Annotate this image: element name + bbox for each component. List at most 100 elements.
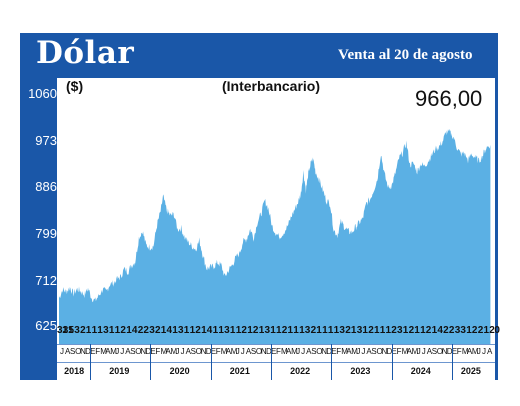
day-tick-label: 1 <box>212 325 219 336</box>
month-tick-label: D <box>145 347 151 356</box>
month-tick-label: S <box>70 347 75 356</box>
day-tick-label: 4 <box>206 325 213 336</box>
chart-note: (Interbancario) <box>222 78 321 94</box>
month-tick-label: J <box>115 347 119 356</box>
month-tick-label: M <box>160 347 168 356</box>
month-tick-label: A <box>185 347 191 356</box>
month-tick-label: O <box>135 347 141 356</box>
day-tick-label: 3 <box>74 325 80 336</box>
month-tick-label: E <box>331 347 337 356</box>
month-tick-label: A <box>105 347 110 356</box>
month-tick-label: A <box>346 347 352 356</box>
month-tick-label: J <box>60 347 64 356</box>
year-separator <box>90 344 92 380</box>
year-label: 2018 <box>64 366 85 376</box>
year-label: 2020 <box>169 366 190 376</box>
day-tick-label: 1 <box>420 325 426 336</box>
day-tick-label: 1 <box>466 325 472 336</box>
month-tick-label: J <box>361 347 365 356</box>
month-tick-label: M <box>170 347 178 356</box>
day-tick-label: 31 <box>57 325 68 336</box>
day-tick-label: 3 <box>103 325 109 336</box>
month-tick-label: A <box>466 347 472 356</box>
y-tick-label: 625 <box>35 318 57 333</box>
month-tick-label: F <box>276 347 281 356</box>
day-tick-label: 2 <box>155 325 161 336</box>
day-tick-label: 3 <box>224 325 230 336</box>
month-tick-label: E <box>90 347 95 356</box>
day-tick-label: 1 <box>258 325 265 336</box>
month-tick-label: E <box>391 347 397 356</box>
day-tick-label: 4 <box>166 325 173 336</box>
day-tick-label: 3 <box>454 325 461 336</box>
month-tick-label: M <box>220 347 228 356</box>
month-tick-label: D <box>446 347 453 356</box>
day-tick-label: 1 <box>91 325 98 336</box>
month-tick-label: E <box>271 347 276 356</box>
month-tick-label: M <box>100 347 107 356</box>
day-tick-label: 1 <box>276 325 282 336</box>
month-tick-label: A <box>487 347 492 356</box>
year-separator <box>150 344 152 380</box>
day-tick-label: 1 <box>108 325 115 336</box>
month-tick-label: F <box>215 347 221 356</box>
day-tick-label: 1 <box>431 325 438 336</box>
month-tick-label: J <box>356 347 360 356</box>
month-tick-label: M <box>291 347 298 356</box>
day-tick-label: 3 <box>264 325 271 336</box>
month-tick-label: A <box>306 347 311 356</box>
y-tick-label: 973 <box>35 133 57 148</box>
year-label: 2025 <box>460 366 481 376</box>
month-tick-label: J <box>235 347 240 356</box>
month-tick-label: M <box>461 347 469 356</box>
month-tick-label: S <box>311 347 316 356</box>
month-tick-label: N <box>321 347 327 356</box>
month-tick-label: N <box>381 347 388 356</box>
day-tick-label: 2 <box>368 325 374 336</box>
month-tick-label: S <box>130 347 136 356</box>
month-tick-label: F <box>336 347 341 356</box>
day-tick-label: 2 <box>477 325 484 336</box>
day-tick-label: 3 <box>397 325 403 336</box>
month-tick-label: A <box>125 347 131 356</box>
month-tick-label: J <box>296 347 300 356</box>
day-tick-label: 1 <box>189 325 196 336</box>
day-tick-label: 3 <box>339 325 345 336</box>
month-band <box>57 344 495 363</box>
month-tick-label: O <box>436 347 443 356</box>
year-label: 2022 <box>290 366 311 376</box>
month-tick-label: J <box>301 347 305 356</box>
day-tick-label: 4 <box>437 325 443 336</box>
day-tick-label: 2 <box>80 325 86 336</box>
month-tick-label: F <box>456 347 462 356</box>
month-tick-label: M <box>471 347 479 356</box>
y-tick-label: 712 <box>35 273 57 288</box>
day-tick-label: 2 <box>408 325 415 336</box>
day-tick-label: 4 <box>131 325 138 336</box>
month-tick-label: O <box>376 347 383 356</box>
month-tick-label: M <box>110 347 117 356</box>
month-tick-label: J <box>120 347 124 356</box>
day-tick-label: 1 <box>172 325 178 336</box>
year-label: 2023 <box>350 366 371 376</box>
month-tick-label: S <box>371 347 377 356</box>
year-label: 2019 <box>109 366 130 376</box>
month-tick-label: D <box>266 347 272 356</box>
day-tick-label: 2 <box>281 325 288 336</box>
month-tick-label: D <box>205 347 212 356</box>
month-tick-label: S <box>431 347 437 356</box>
day-tick-label: 1 <box>126 325 132 336</box>
month-tick-label: N <box>80 347 86 356</box>
day-tick-label: 2 <box>241 325 247 336</box>
month-tick-label: O <box>316 347 322 356</box>
day-tick-label: 1 <box>114 325 121 336</box>
day-tick-label: 2 <box>448 325 455 336</box>
area-chart <box>59 129 491 344</box>
day-tick-label: 1 <box>218 325 224 336</box>
day-tick-label: 2 <box>443 325 449 336</box>
day-tick-label: 20 <box>489 325 500 336</box>
month-tick-label: J <box>476 347 481 356</box>
month-tick-label: O <box>75 347 81 356</box>
year-separator <box>271 344 272 380</box>
day-tick-label: 1 <box>414 325 420 336</box>
